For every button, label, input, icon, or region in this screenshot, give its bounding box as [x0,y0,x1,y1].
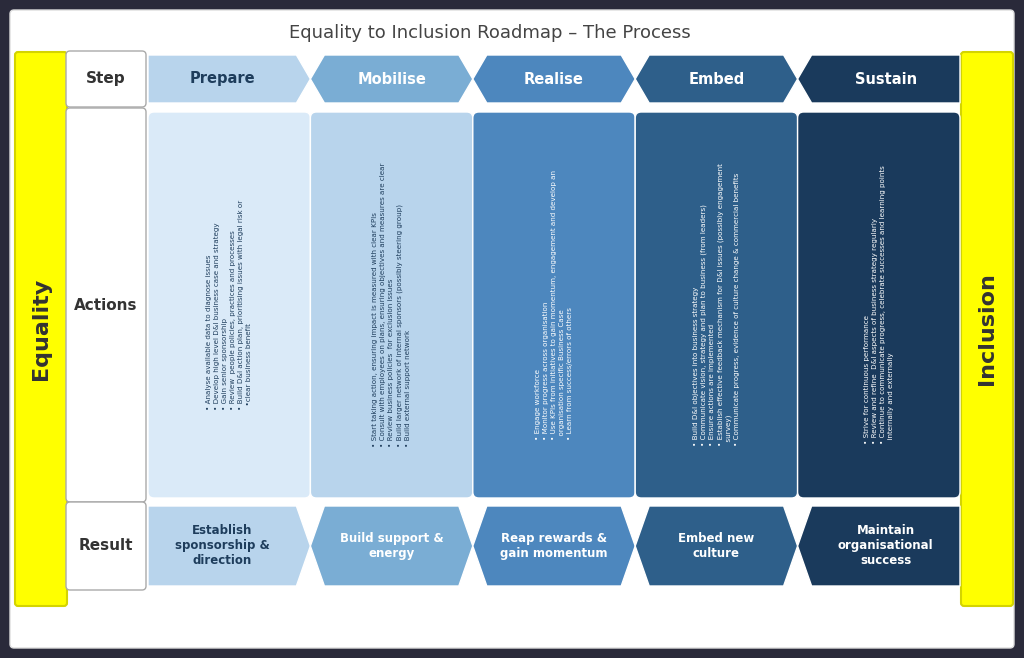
FancyBboxPatch shape [66,502,146,590]
Polygon shape [473,55,635,103]
Text: • Analyse available data to diagnose issues
• Develop high level D&I business ca: • Analyse available data to diagnose iss… [206,200,252,410]
Polygon shape [310,506,473,586]
Text: Result: Result [79,538,133,553]
Polygon shape [310,55,473,103]
Text: Realise: Realise [524,72,584,86]
FancyBboxPatch shape [148,112,310,498]
Polygon shape [798,506,961,586]
FancyBboxPatch shape [10,10,1014,648]
Text: • Engage workforce
• Monitor progress across organisation
• Use KPIs from initia: • Engage workforce • Monitor progress ac… [535,170,573,440]
Text: Reap rewards &
gain momentum: Reap rewards & gain momentum [501,532,608,560]
Text: Embed: Embed [688,72,744,86]
FancyBboxPatch shape [635,112,798,498]
Polygon shape [635,55,798,103]
FancyBboxPatch shape [310,112,473,498]
Polygon shape [798,55,961,103]
FancyBboxPatch shape [798,112,961,498]
Polygon shape [148,506,310,586]
FancyBboxPatch shape [66,51,146,107]
Text: Mobilise: Mobilise [357,72,426,86]
FancyBboxPatch shape [66,108,146,502]
FancyBboxPatch shape [961,52,1013,606]
Text: Step: Step [86,72,126,86]
FancyBboxPatch shape [15,52,67,606]
Text: Embed new
culture: Embed new culture [678,532,755,560]
Text: Inclusion: Inclusion [977,272,997,386]
Text: Equality to Inclusion Roadmap – The Process: Equality to Inclusion Roadmap – The Proc… [289,24,691,42]
Text: Equality: Equality [31,278,51,380]
Polygon shape [473,506,635,586]
Text: Prepare: Prepare [189,72,255,86]
Text: Maintain
organisational
success: Maintain organisational success [838,524,934,567]
Polygon shape [635,506,798,586]
Polygon shape [148,55,310,103]
Text: • Strive for continuous performance
• Review and refine  D&I aspects of business: • Strive for continuous performance • Re… [864,166,894,444]
Text: • Start taking action, ensuring impact is measured with clear KPIs
• Consult wit: • Start taking action, ensuring impact i… [373,163,411,447]
FancyBboxPatch shape [473,112,635,498]
Text: Actions: Actions [75,297,138,313]
Text: • Build D&I objectives into business strategy
• Communicate vision, strategy and: • Build D&I objectives into business str… [692,164,740,446]
Text: Establish
sponsorship &
direction: Establish sponsorship & direction [175,524,269,567]
Text: Build support &
energy: Build support & energy [340,532,443,560]
Text: Sustain: Sustain [855,72,916,86]
